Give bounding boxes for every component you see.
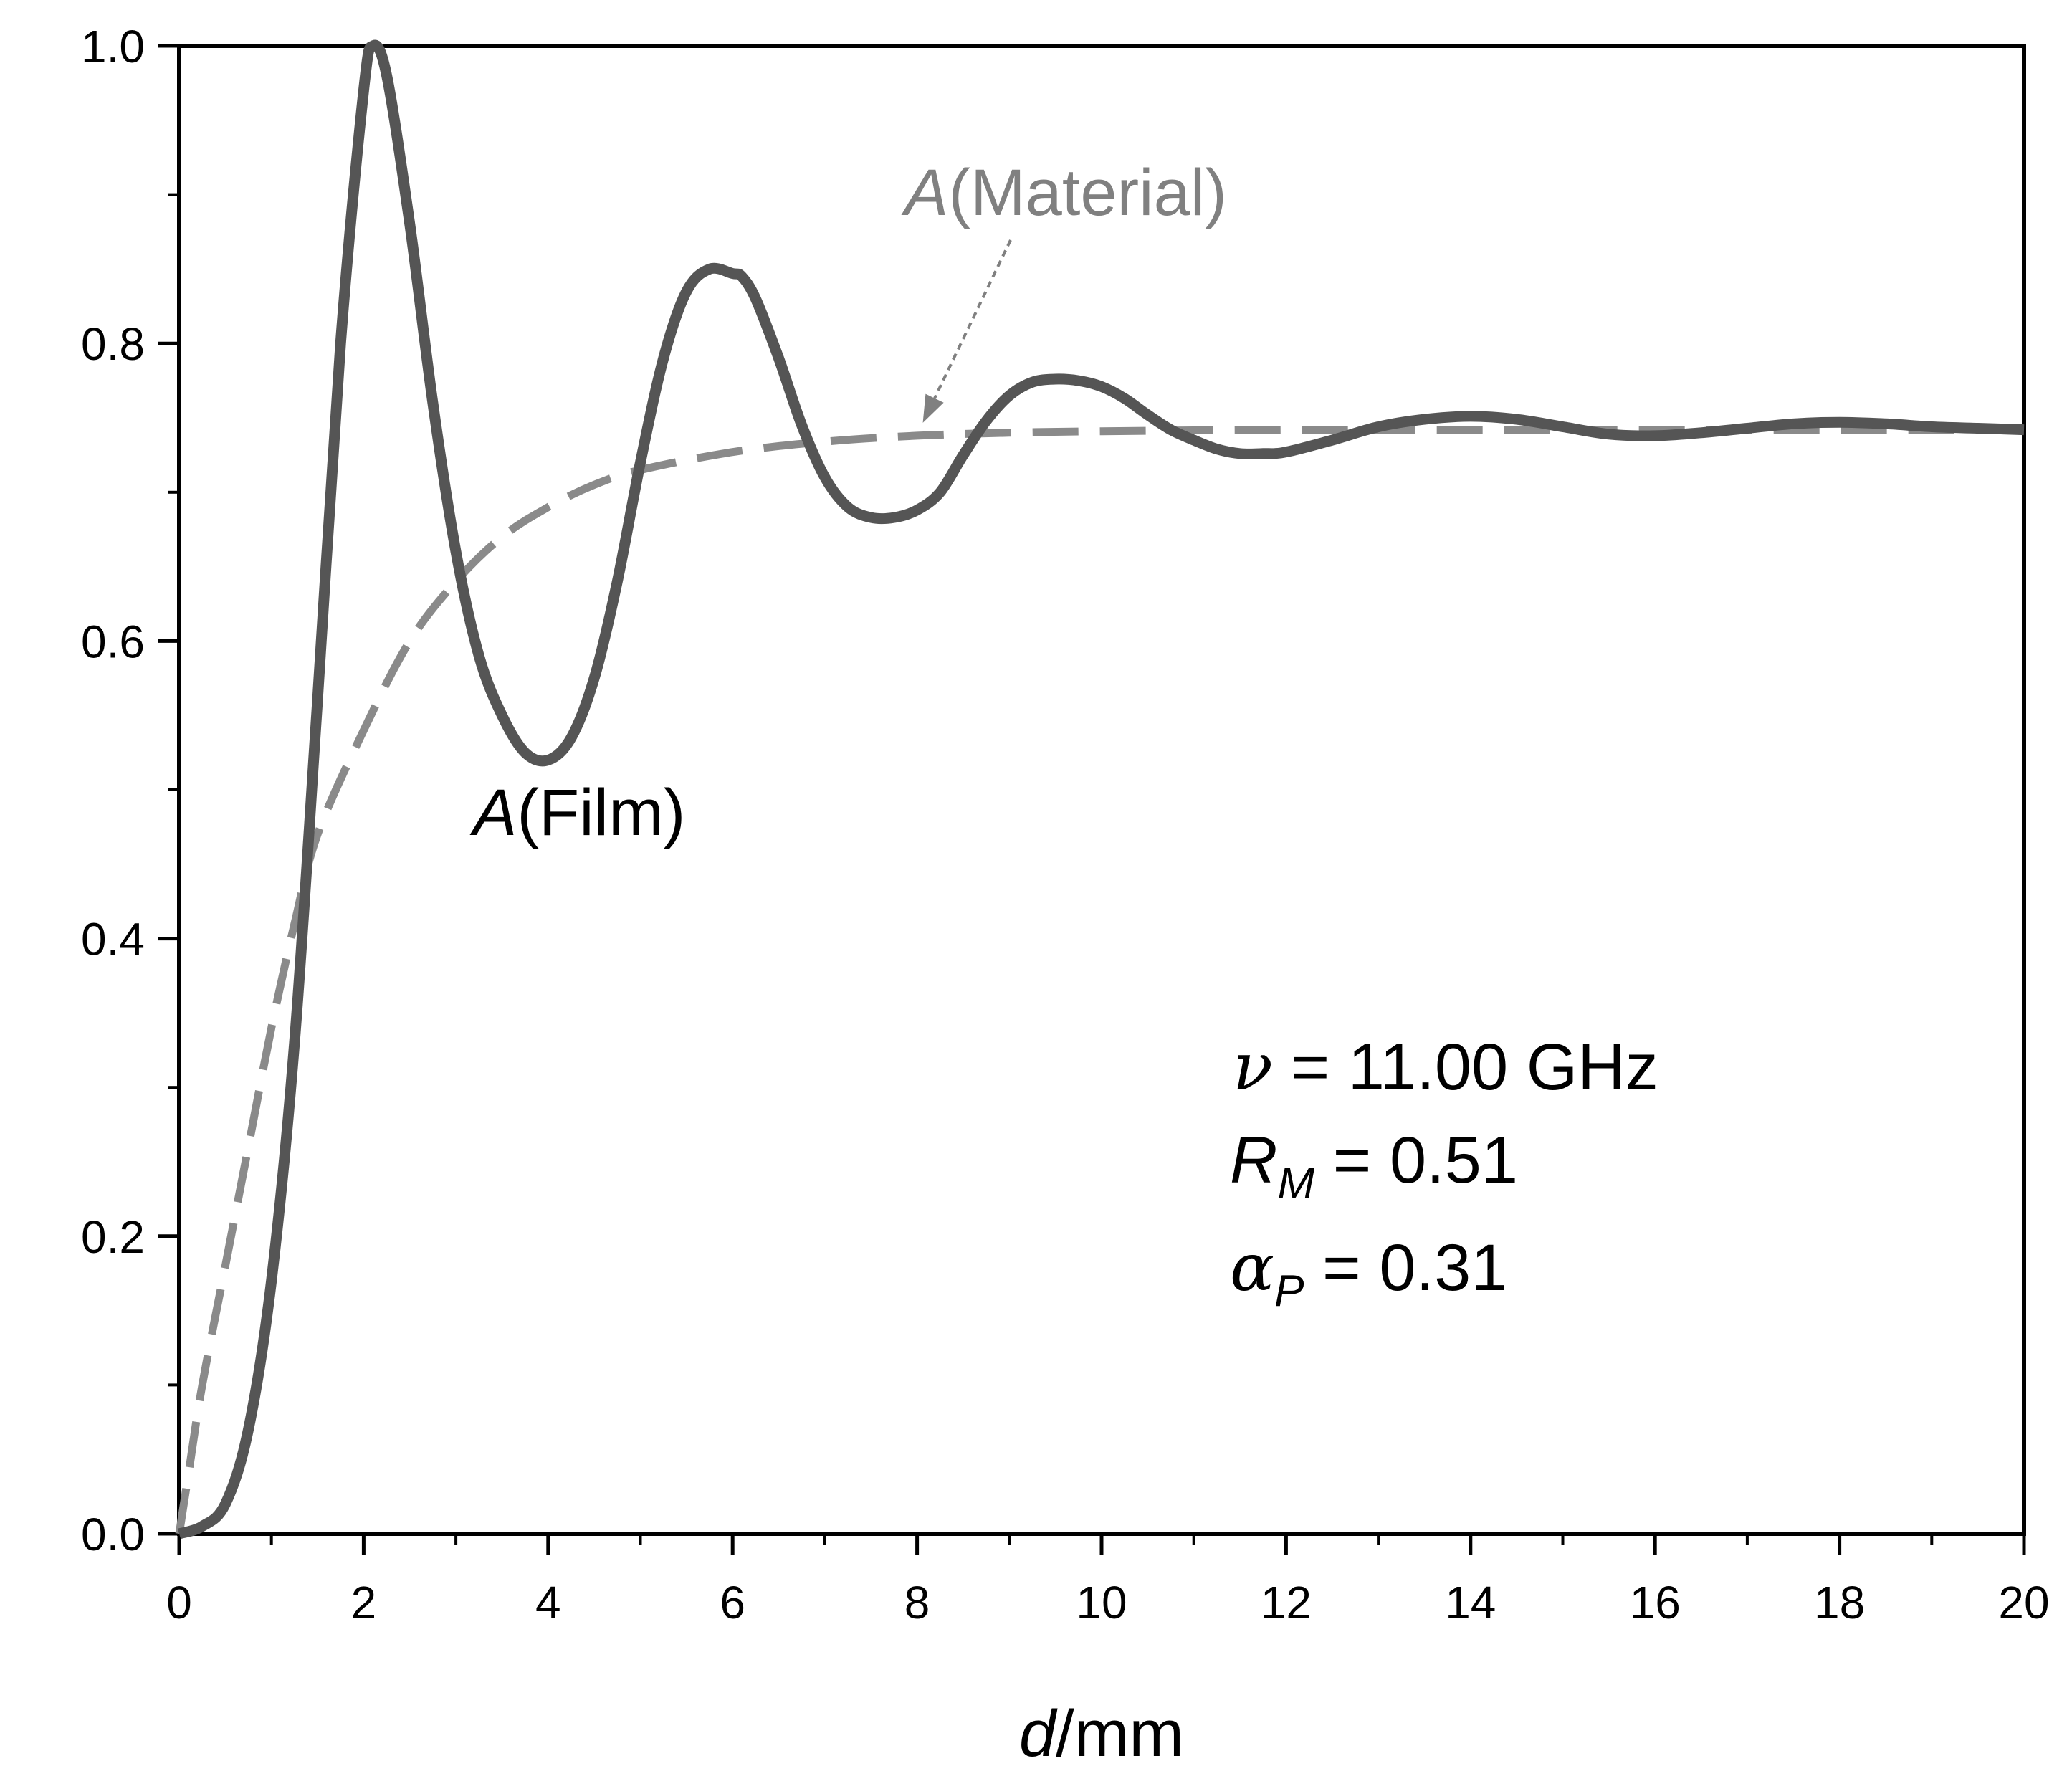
series-layer bbox=[175, 39, 2025, 1540]
nu-symbol: ν bbox=[1233, 1028, 1273, 1105]
x-tick-label: 14 bbox=[1445, 1577, 1496, 1628]
x-tick-label: 16 bbox=[1630, 1577, 1681, 1628]
rm-subscript: M bbox=[1277, 1159, 1314, 1208]
x-tick-label: 8 bbox=[904, 1577, 930, 1628]
material-label-text: (Material) bbox=[948, 156, 1226, 229]
y-tick-label: 0.4 bbox=[81, 914, 145, 965]
x-axis: 0 2 4 6 8 10 12 14 16 18 20 bbox=[166, 1534, 2050, 1628]
material-series-label: A(Material) bbox=[901, 156, 1227, 229]
y-tick-label: 1.0 bbox=[81, 21, 145, 72]
nu-value: = 11.00 GHz bbox=[1273, 1031, 1658, 1104]
x-tick-label: 10 bbox=[1076, 1577, 1127, 1628]
x-axis-var: d bbox=[1019, 1697, 1058, 1770]
x-axis-unit: /mm bbox=[1056, 1697, 1184, 1770]
plot-frame bbox=[177, 44, 2026, 1536]
material-arrow bbox=[922, 239, 1012, 423]
series-line-film bbox=[177, 39, 2025, 1540]
x-axis-title: d/mm bbox=[1019, 1697, 1184, 1770]
y-tick-label: 0.8 bbox=[81, 318, 145, 370]
param-frequency: ν = 11.00 GHz bbox=[1233, 1028, 1658, 1105]
alpha-value: = 0.31 bbox=[1304, 1231, 1508, 1304]
x-tick-label: 6 bbox=[720, 1577, 745, 1628]
arrow-line bbox=[933, 239, 1012, 399]
x-tick-label: 4 bbox=[535, 1577, 561, 1628]
film-series-label: A(Film) bbox=[469, 776, 685, 849]
param-alpha: αP = 0.31 bbox=[1230, 1229, 1507, 1316]
rm-symbol: R bbox=[1230, 1124, 1277, 1197]
plot-area bbox=[177, 44, 2026, 1536]
y-tick-label: 0.6 bbox=[81, 616, 145, 667]
x-tick-label: 0 bbox=[166, 1577, 192, 1628]
film-label-var: A bbox=[469, 776, 517, 849]
material-label-var: A bbox=[901, 156, 948, 229]
alpha-symbol: α bbox=[1230, 1229, 1274, 1306]
y-tick-label: 0.0 bbox=[81, 1509, 145, 1560]
param-reflectance: RM = 0.51 bbox=[1230, 1124, 1518, 1208]
film-label-text: (Film) bbox=[517, 776, 685, 849]
x-tick-label: 18 bbox=[1814, 1577, 1865, 1628]
rm-value: = 0.51 bbox=[1314, 1124, 1518, 1197]
arrow-head bbox=[922, 393, 944, 423]
x-tick-label: 2 bbox=[351, 1577, 377, 1628]
series-line-material bbox=[175, 425, 2024, 1534]
alpha-subscript: P bbox=[1274, 1266, 1304, 1316]
x-tick-label: 12 bbox=[1261, 1577, 1312, 1628]
y-tick-label: 0.2 bbox=[81, 1211, 145, 1263]
x-tick-label: 20 bbox=[1998, 1577, 2049, 1628]
y-axis: 0.0 0.2 0.4 0.6 0.8 1.0 bbox=[81, 21, 179, 1560]
